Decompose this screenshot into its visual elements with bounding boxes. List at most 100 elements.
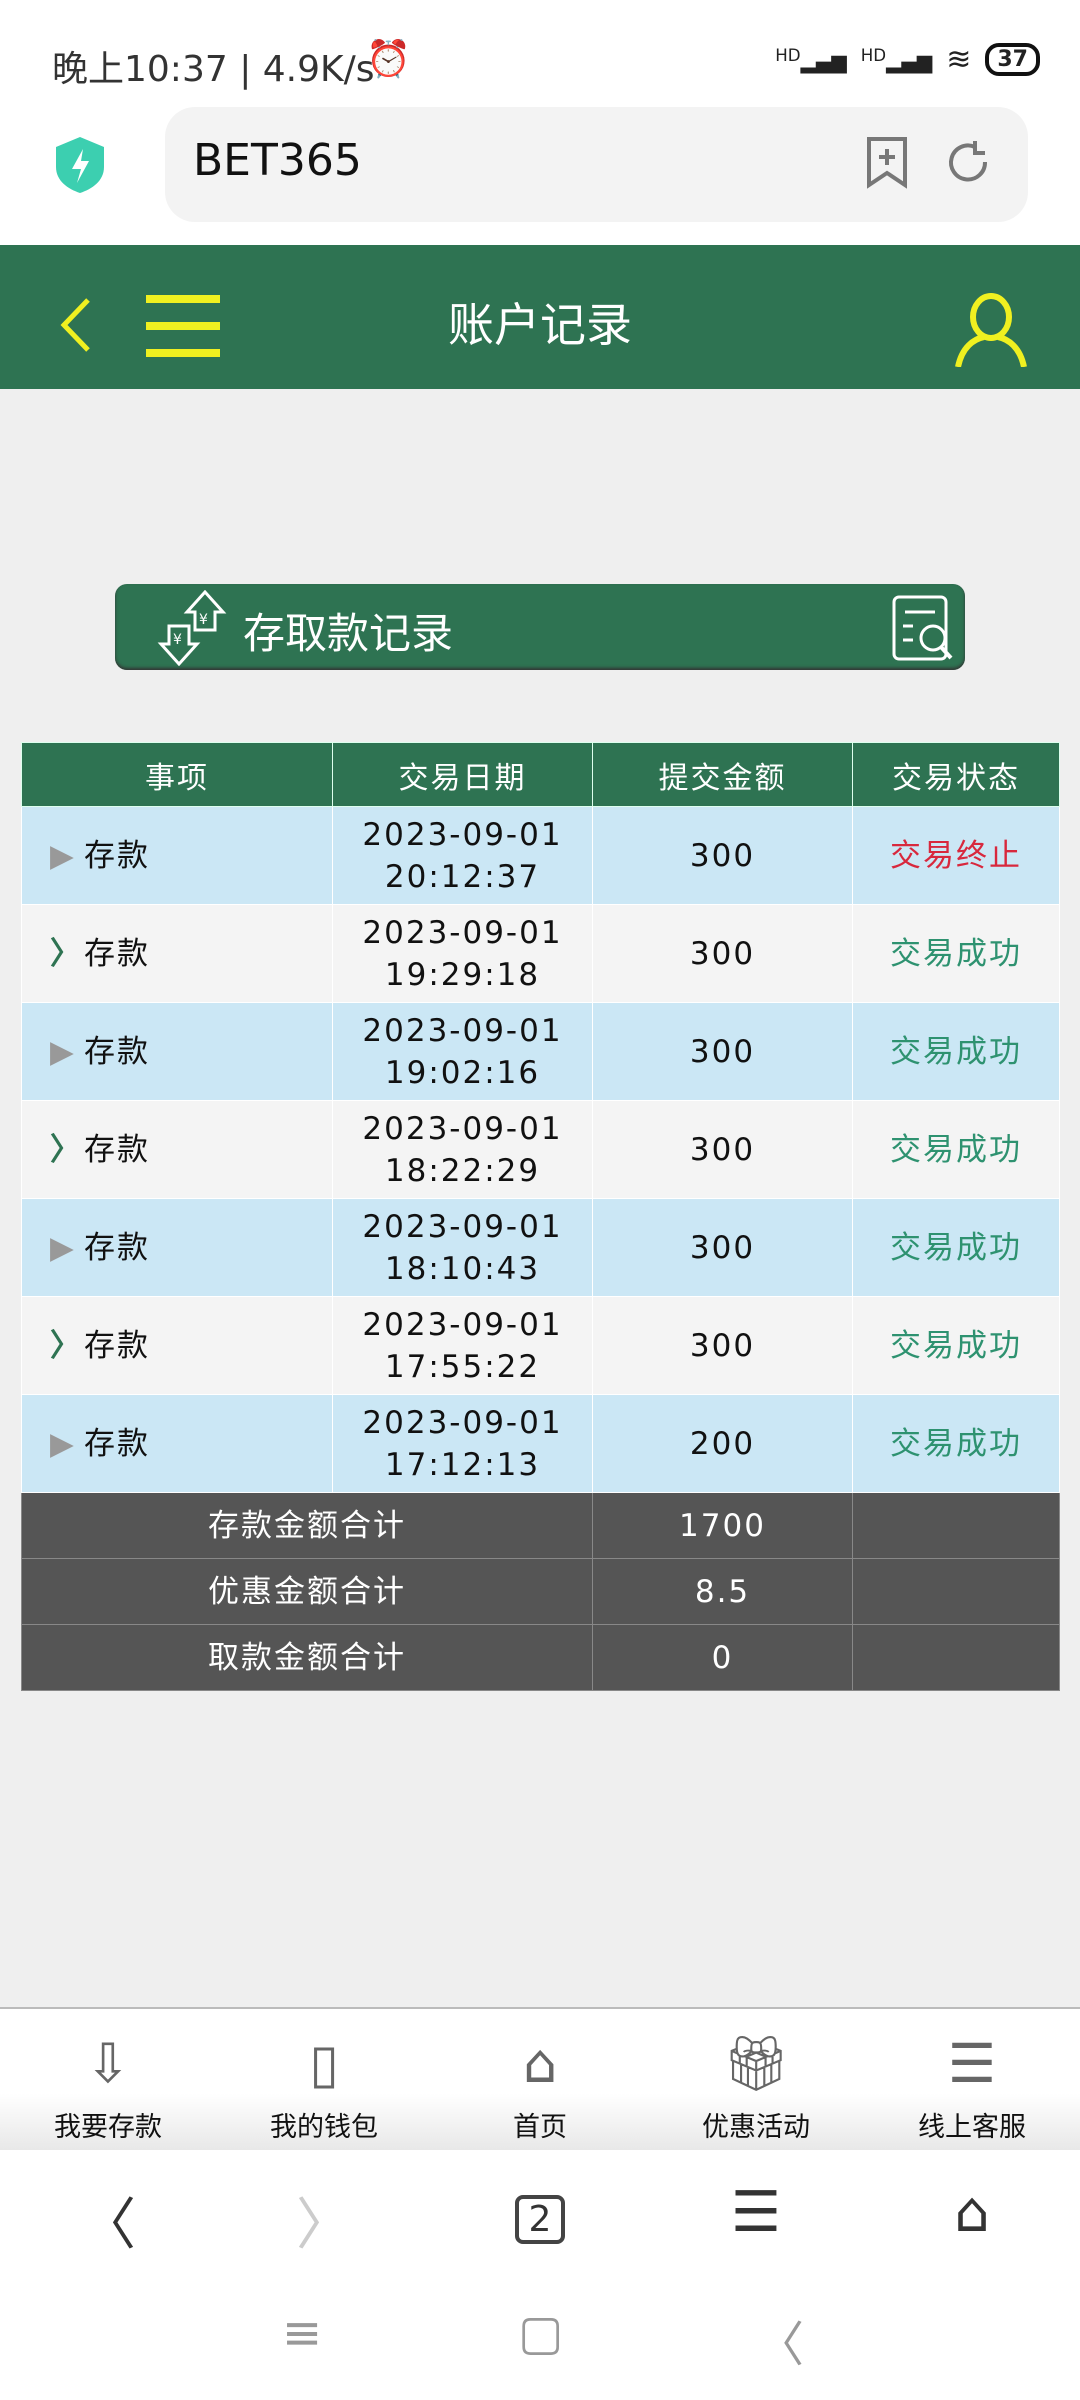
time-text: 17:12:13: [384, 1446, 541, 1483]
user-profile-icon[interactable]: [954, 293, 1028, 367]
time-text: 19:29:18: [384, 956, 541, 993]
expand-chevron-icon[interactable]: ▶: [50, 1229, 76, 1266]
table-row[interactable]: ▶ 存款 2023-09-01 18:10:43 300 交易成功: [21, 1198, 1060, 1297]
status-cell: 交易成功: [852, 1296, 1060, 1395]
column-header-item: 事项: [21, 742, 333, 807]
column-header-amount: 提交金额: [592, 742, 853, 807]
item-cell: ▶ 存款: [21, 1002, 333, 1101]
summary-label: 优惠金额合计: [21, 1558, 593, 1625]
time-text: 18:22:29: [384, 1152, 541, 1189]
tab-label: 首页: [513, 2112, 567, 2143]
status-cell: 交易成功: [852, 1394, 1060, 1493]
back-icon[interactable]: [58, 297, 94, 353]
amount-cell: 300: [592, 1002, 853, 1101]
support-chat-icon: ☰: [947, 2032, 997, 2095]
expand-chevron-icon[interactable]: ▶: [50, 1033, 76, 1070]
item-cell: 〉存款: [21, 904, 333, 1003]
item-cell: ▶ 存款: [21, 1198, 333, 1297]
item-label: 存款: [84, 837, 150, 874]
tabs-count[interactable]: 2: [514, 2195, 566, 2244]
summary-empty: [852, 1558, 1060, 1625]
alarm-icon: ⏰: [366, 39, 411, 80]
table-row[interactable]: 〉存款 2023-09-01 18:22:29 300 交易成功: [21, 1100, 1060, 1199]
item-cell: ▶ 存款: [21, 806, 333, 905]
table-header-row: 事项 交易日期 提交金额 交易状态: [21, 742, 1060, 807]
deposit-arrow-icon: ⇩: [85, 2032, 131, 2095]
system-back-icon[interactable]: 〈: [756, 2317, 805, 2373]
item-label: 存款: [84, 1033, 150, 1070]
svg-text:¥: ¥: [173, 632, 182, 648]
currency-exchange-icon: ¥¥: [157, 590, 227, 666]
menu-icon[interactable]: [146, 295, 220, 357]
table-row[interactable]: ▶ 存款 2023-09-01 19:02:16 300 交易成功: [21, 1002, 1060, 1101]
date-text: 2023-09-01: [362, 1306, 563, 1343]
browser-address-bar: BET365: [0, 107, 1080, 245]
tab-promotions[interactable]: 🎁︎ 优惠活动: [648, 2029, 864, 2144]
banner-title: 存取款记录: [243, 609, 454, 658]
date-cell: 2023-09-01 19:29:18: [332, 904, 593, 1003]
browser-navigation: 〈 〉 2 ☰ ⌂ ≡ ▢ 〈: [0, 2150, 1080, 2400]
item-cell: ▶ 存款: [21, 1394, 333, 1493]
summary-value: 0: [592, 1624, 853, 1691]
browser-forward-icon[interactable]: 〉: [296, 2193, 352, 2258]
browser-home-icon[interactable]: ⌂: [954, 2180, 990, 2245]
url-field[interactable]: BET365: [165, 107, 1028, 222]
date-cell: 2023-09-01 18:22:29: [332, 1100, 593, 1199]
records-table: 事项 交易日期 提交金额 交易状态 ▶ 存款 2023-09-01 20:12:37…: [21, 742, 1060, 1691]
status-cell: 交易终止: [852, 806, 1060, 905]
expand-chevron-icon[interactable]: ▶: [50, 1425, 76, 1462]
tabs-button[interactable]: 2: [432, 2180, 648, 2245]
refresh-icon[interactable]: [945, 139, 991, 185]
amount-cell: 300: [592, 1100, 853, 1199]
amount-cell: 300: [592, 806, 853, 905]
expand-chevron-icon[interactable]: 〉: [50, 1327, 83, 1364]
time-text: 19:02:16: [384, 1054, 541, 1091]
tab-wallet[interactable]: ▯ 我的钱包: [216, 2029, 432, 2144]
status-cell: 交易成功: [852, 904, 1060, 1003]
summary-empty: [852, 1492, 1060, 1559]
tab-label: 我的钱包: [270, 2112, 378, 2143]
battery-icon: 37: [985, 43, 1040, 76]
table-row[interactable]: 〉存款 2023-09-01 17:55:22 300 交易成功: [21, 1296, 1060, 1395]
column-header-status: 交易状态: [852, 742, 1060, 807]
browser-back-icon[interactable]: 〈: [80, 2193, 136, 2258]
wifi-icon: ≋: [946, 42, 972, 77]
tab-label: 线上客服: [918, 2112, 1026, 2143]
expand-chevron-icon[interactable]: 〉: [50, 935, 83, 972]
tab-label: 优惠活动: [702, 2112, 810, 2143]
time-text: 17:55:22: [384, 1348, 541, 1385]
item-cell: 〉存款: [21, 1100, 333, 1199]
table-row[interactable]: ▶ 存款 2023-09-01 20:12:37 300 交易终止: [21, 806, 1060, 905]
item-label: 存款: [84, 935, 150, 972]
date-text: 2023-09-01: [362, 816, 563, 853]
table-row[interactable]: ▶ 存款 2023-09-01 17:12:13 200 交易成功: [21, 1394, 1060, 1493]
item-cell: 〉存款: [21, 1296, 333, 1395]
date-cell: 2023-09-01 17:55:22: [332, 1296, 593, 1395]
item-label: 存款: [84, 1425, 150, 1462]
svg-text:¥: ¥: [199, 612, 208, 628]
signal-icon-2: HD▂▄▆: [860, 45, 933, 74]
expand-chevron-icon[interactable]: ▶: [50, 837, 76, 874]
browser-menu-icon[interactable]: ☰: [730, 2180, 782, 2245]
tab-support[interactable]: ☰ 线上客服: [864, 2029, 1080, 2144]
url-text[interactable]: BET365: [193, 135, 362, 186]
expand-chevron-icon[interactable]: 〉: [50, 1131, 83, 1168]
summary-value: 8.5: [592, 1558, 853, 1625]
page-header: 账户记录: [0, 245, 1080, 389]
wallet-icon: ▯: [309, 2032, 339, 2095]
time-text: 18:10:43: [384, 1250, 541, 1287]
record-search-icon[interactable]: [891, 594, 957, 664]
status-cell: 交易成功: [852, 1198, 1060, 1297]
system-recents-icon[interactable]: ≡: [282, 2305, 323, 2361]
table-row[interactable]: 〉存款 2023-09-01 19:29:18 300 交易成功: [21, 904, 1060, 1003]
signal-icon: HD▂▄▆: [775, 45, 847, 74]
system-home-icon[interactable]: ▢: [518, 2305, 564, 2361]
summary-label: 存款金额合计: [21, 1492, 593, 1559]
tab-home[interactable]: ⌂ 首页: [432, 2029, 648, 2144]
summary-empty: [852, 1624, 1060, 1691]
amount-cell: 200: [592, 1394, 853, 1493]
tab-deposit[interactable]: ⇩ 我要存款: [0, 2029, 216, 2144]
security-shield-icon[interactable]: [54, 135, 106, 195]
summary-row: 优惠金额合计 8.5: [21, 1558, 1060, 1625]
bookmark-add-icon[interactable]: [865, 135, 909, 191]
